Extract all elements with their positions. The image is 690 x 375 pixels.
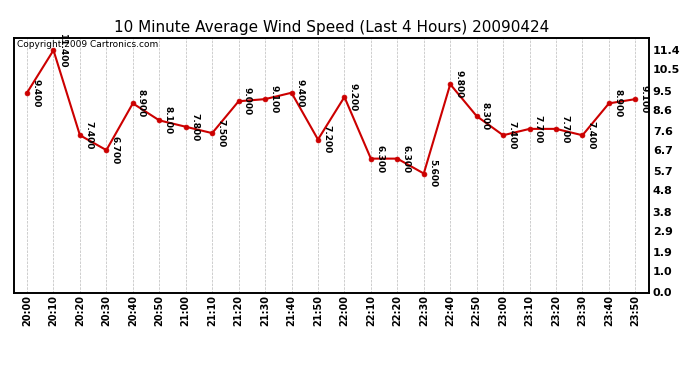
Text: 9.400: 9.400 bbox=[296, 79, 305, 107]
Text: 7.700: 7.700 bbox=[534, 115, 543, 143]
Text: 7.400: 7.400 bbox=[507, 121, 516, 149]
Text: Copyright 2009 Cartronics.com: Copyright 2009 Cartronics.com bbox=[17, 40, 158, 49]
Text: 7.500: 7.500 bbox=[217, 119, 226, 147]
Text: 6.300: 6.300 bbox=[402, 145, 411, 172]
Text: 6.700: 6.700 bbox=[110, 136, 119, 164]
Text: 8.900: 8.900 bbox=[613, 89, 622, 117]
Text: 8.900: 8.900 bbox=[137, 89, 146, 117]
Text: 7.700: 7.700 bbox=[560, 115, 569, 143]
Text: 9.000: 9.000 bbox=[243, 87, 252, 116]
Text: 9.100: 9.100 bbox=[640, 85, 649, 113]
Text: 7.800: 7.800 bbox=[190, 112, 199, 141]
Text: 9.800: 9.800 bbox=[455, 70, 464, 98]
Text: 7.400: 7.400 bbox=[84, 121, 93, 149]
Text: 6.300: 6.300 bbox=[375, 145, 384, 172]
Text: 7.400: 7.400 bbox=[586, 121, 595, 149]
Text: 8.100: 8.100 bbox=[164, 106, 172, 135]
Text: 9.400: 9.400 bbox=[31, 79, 40, 107]
Text: 7.200: 7.200 bbox=[322, 125, 331, 154]
Text: 9.100: 9.100 bbox=[269, 85, 278, 113]
Text: 8.300: 8.300 bbox=[481, 102, 490, 130]
Text: 5.600: 5.600 bbox=[428, 159, 437, 188]
Title: 10 Minute Average Wind Speed (Last 4 Hours) 20090424: 10 Minute Average Wind Speed (Last 4 Hou… bbox=[114, 20, 549, 35]
Text: 9.200: 9.200 bbox=[348, 83, 357, 111]
Text: 11.400: 11.400 bbox=[58, 33, 67, 68]
